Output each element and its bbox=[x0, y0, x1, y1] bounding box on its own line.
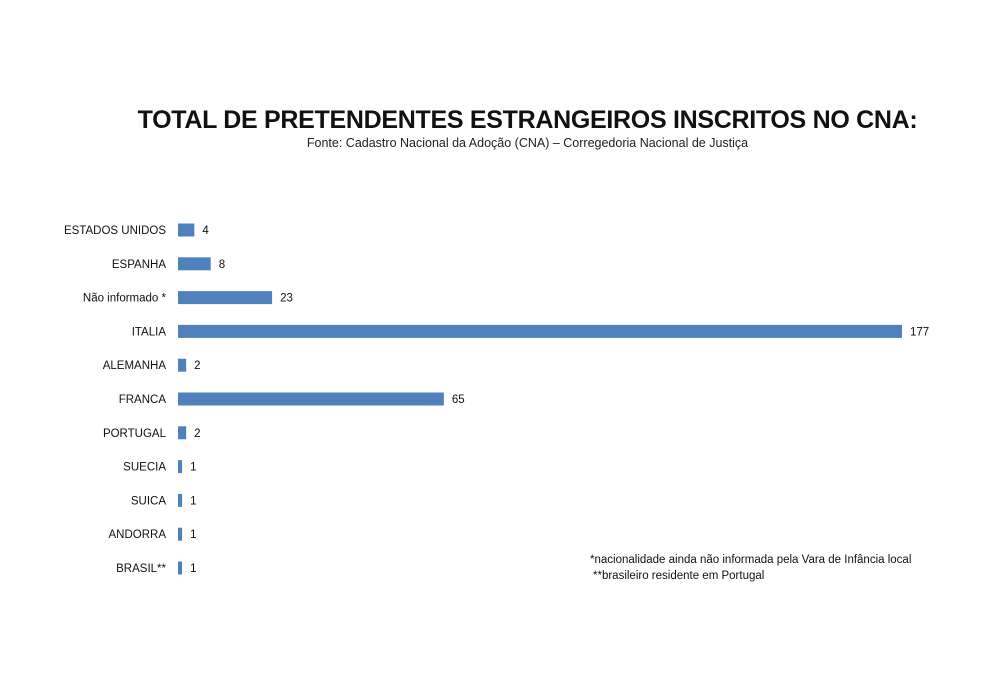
bar bbox=[178, 358, 187, 372]
chart-subtitle: Fonte: Cadastro Nacional da Adoção (CNA)… bbox=[306, 136, 749, 150]
category-label: ESTADOS UNIDOS bbox=[64, 225, 166, 237]
footnote-brazilian: **brasileiro residente em Portugal bbox=[593, 570, 765, 582]
data-label: 1 bbox=[190, 495, 196, 507]
data-label: 23 bbox=[280, 293, 293, 305]
bar bbox=[178, 527, 183, 541]
bar bbox=[178, 257, 211, 271]
data-label: 2 bbox=[194, 428, 200, 440]
footnote-nationality: *nacionalidade ainda não informada pela … bbox=[590, 554, 912, 566]
data-label: 177 bbox=[910, 326, 929, 338]
chart-title: TOTAL DE PRETENDENTES ESTRANGEIROS INSCR… bbox=[137, 106, 918, 134]
bar bbox=[178, 392, 444, 406]
category-label: SUECIA bbox=[123, 462, 166, 474]
data-label: 8 bbox=[219, 259, 225, 271]
category-label: FRANCA bbox=[119, 394, 167, 406]
bar bbox=[178, 561, 183, 575]
category-label: ANDORRA bbox=[108, 529, 166, 541]
bar bbox=[178, 291, 273, 305]
bar bbox=[178, 324, 902, 338]
footnotes: *nacionalidade ainda não informada pela … bbox=[590, 552, 911, 584]
category-label: ALEMANHA bbox=[103, 360, 167, 372]
bar bbox=[178, 223, 195, 237]
category-label: Não informado * bbox=[83, 293, 167, 305]
data-label: 2 bbox=[194, 360, 200, 372]
category-label: SUICA bbox=[131, 495, 166, 507]
data-label: 1 bbox=[190, 529, 196, 541]
data-label: 1 bbox=[190, 462, 196, 474]
category-label: PORTUGAL bbox=[103, 428, 167, 440]
category-label: ITALIA bbox=[132, 326, 167, 338]
data-label: 65 bbox=[452, 394, 465, 406]
category-label: ESPANHA bbox=[112, 259, 166, 271]
category-label: BRASIL** bbox=[116, 563, 166, 575]
data-label: 1 bbox=[190, 563, 196, 575]
data-label: 4 bbox=[202, 225, 209, 237]
bar bbox=[178, 426, 187, 440]
bar bbox=[178, 460, 183, 474]
bar bbox=[178, 493, 183, 507]
